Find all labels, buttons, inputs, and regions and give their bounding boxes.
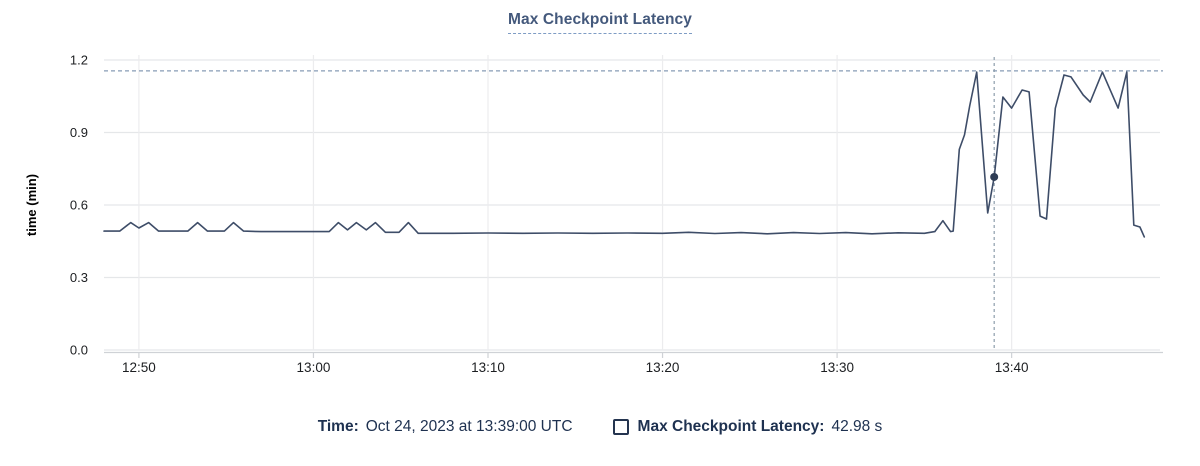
x-tick-label: 12:50	[122, 360, 156, 375]
x-tick-label: 13:10	[471, 360, 505, 375]
tooltip-series-label: Max Checkpoint Latency:	[637, 418, 825, 435]
tooltip-time-value: Oct 24, 2023 at 13:39:00 UTC	[365, 418, 573, 435]
hovered-point-dot	[990, 172, 999, 181]
chart-title[interactable]: Max Checkpoint Latency	[508, 11, 692, 34]
hover-tooltip-bar: Time: Oct 24, 2023 at 13:39:00 UTC Max C…	[0, 418, 1200, 436]
y-tick-label: 0.6	[70, 198, 88, 213]
x-tick-label: 13:30	[820, 360, 854, 375]
tooltip-time-group: Time: Oct 24, 2023 at 13:39:00 UTC	[318, 418, 573, 436]
x-tick-label: 13:20	[646, 360, 680, 375]
y-tick-label: 1.2	[70, 53, 88, 68]
series-legend-checkbox[interactable]	[612, 419, 629, 435]
y-tick-label: 0.3	[70, 270, 88, 285]
y-tick-label: 0.9	[70, 125, 88, 140]
y-axis-title: time (min)	[24, 174, 39, 236]
chart-title-wrap: Max Checkpoint Latency	[0, 11, 1200, 34]
x-tick-label: 13:40	[995, 360, 1029, 375]
tooltip-series-value: 42.98 s	[831, 418, 883, 435]
latency-chart[interactable]: 0.0 0.3 0.6 0.9 1.2 12:50 13:00 13:10 13:20 13:30…	[0, 0, 1200, 400]
series-line-max-checkpoint-latency	[103, 71, 1146, 238]
y-tick-label: 0.0	[70, 343, 88, 358]
tooltip-series-group: Max Checkpoint Latency: 42.98 s	[612, 418, 883, 436]
tooltip-time-label: Time:	[317, 418, 359, 435]
x-tick-label: 13:00	[297, 360, 331, 375]
